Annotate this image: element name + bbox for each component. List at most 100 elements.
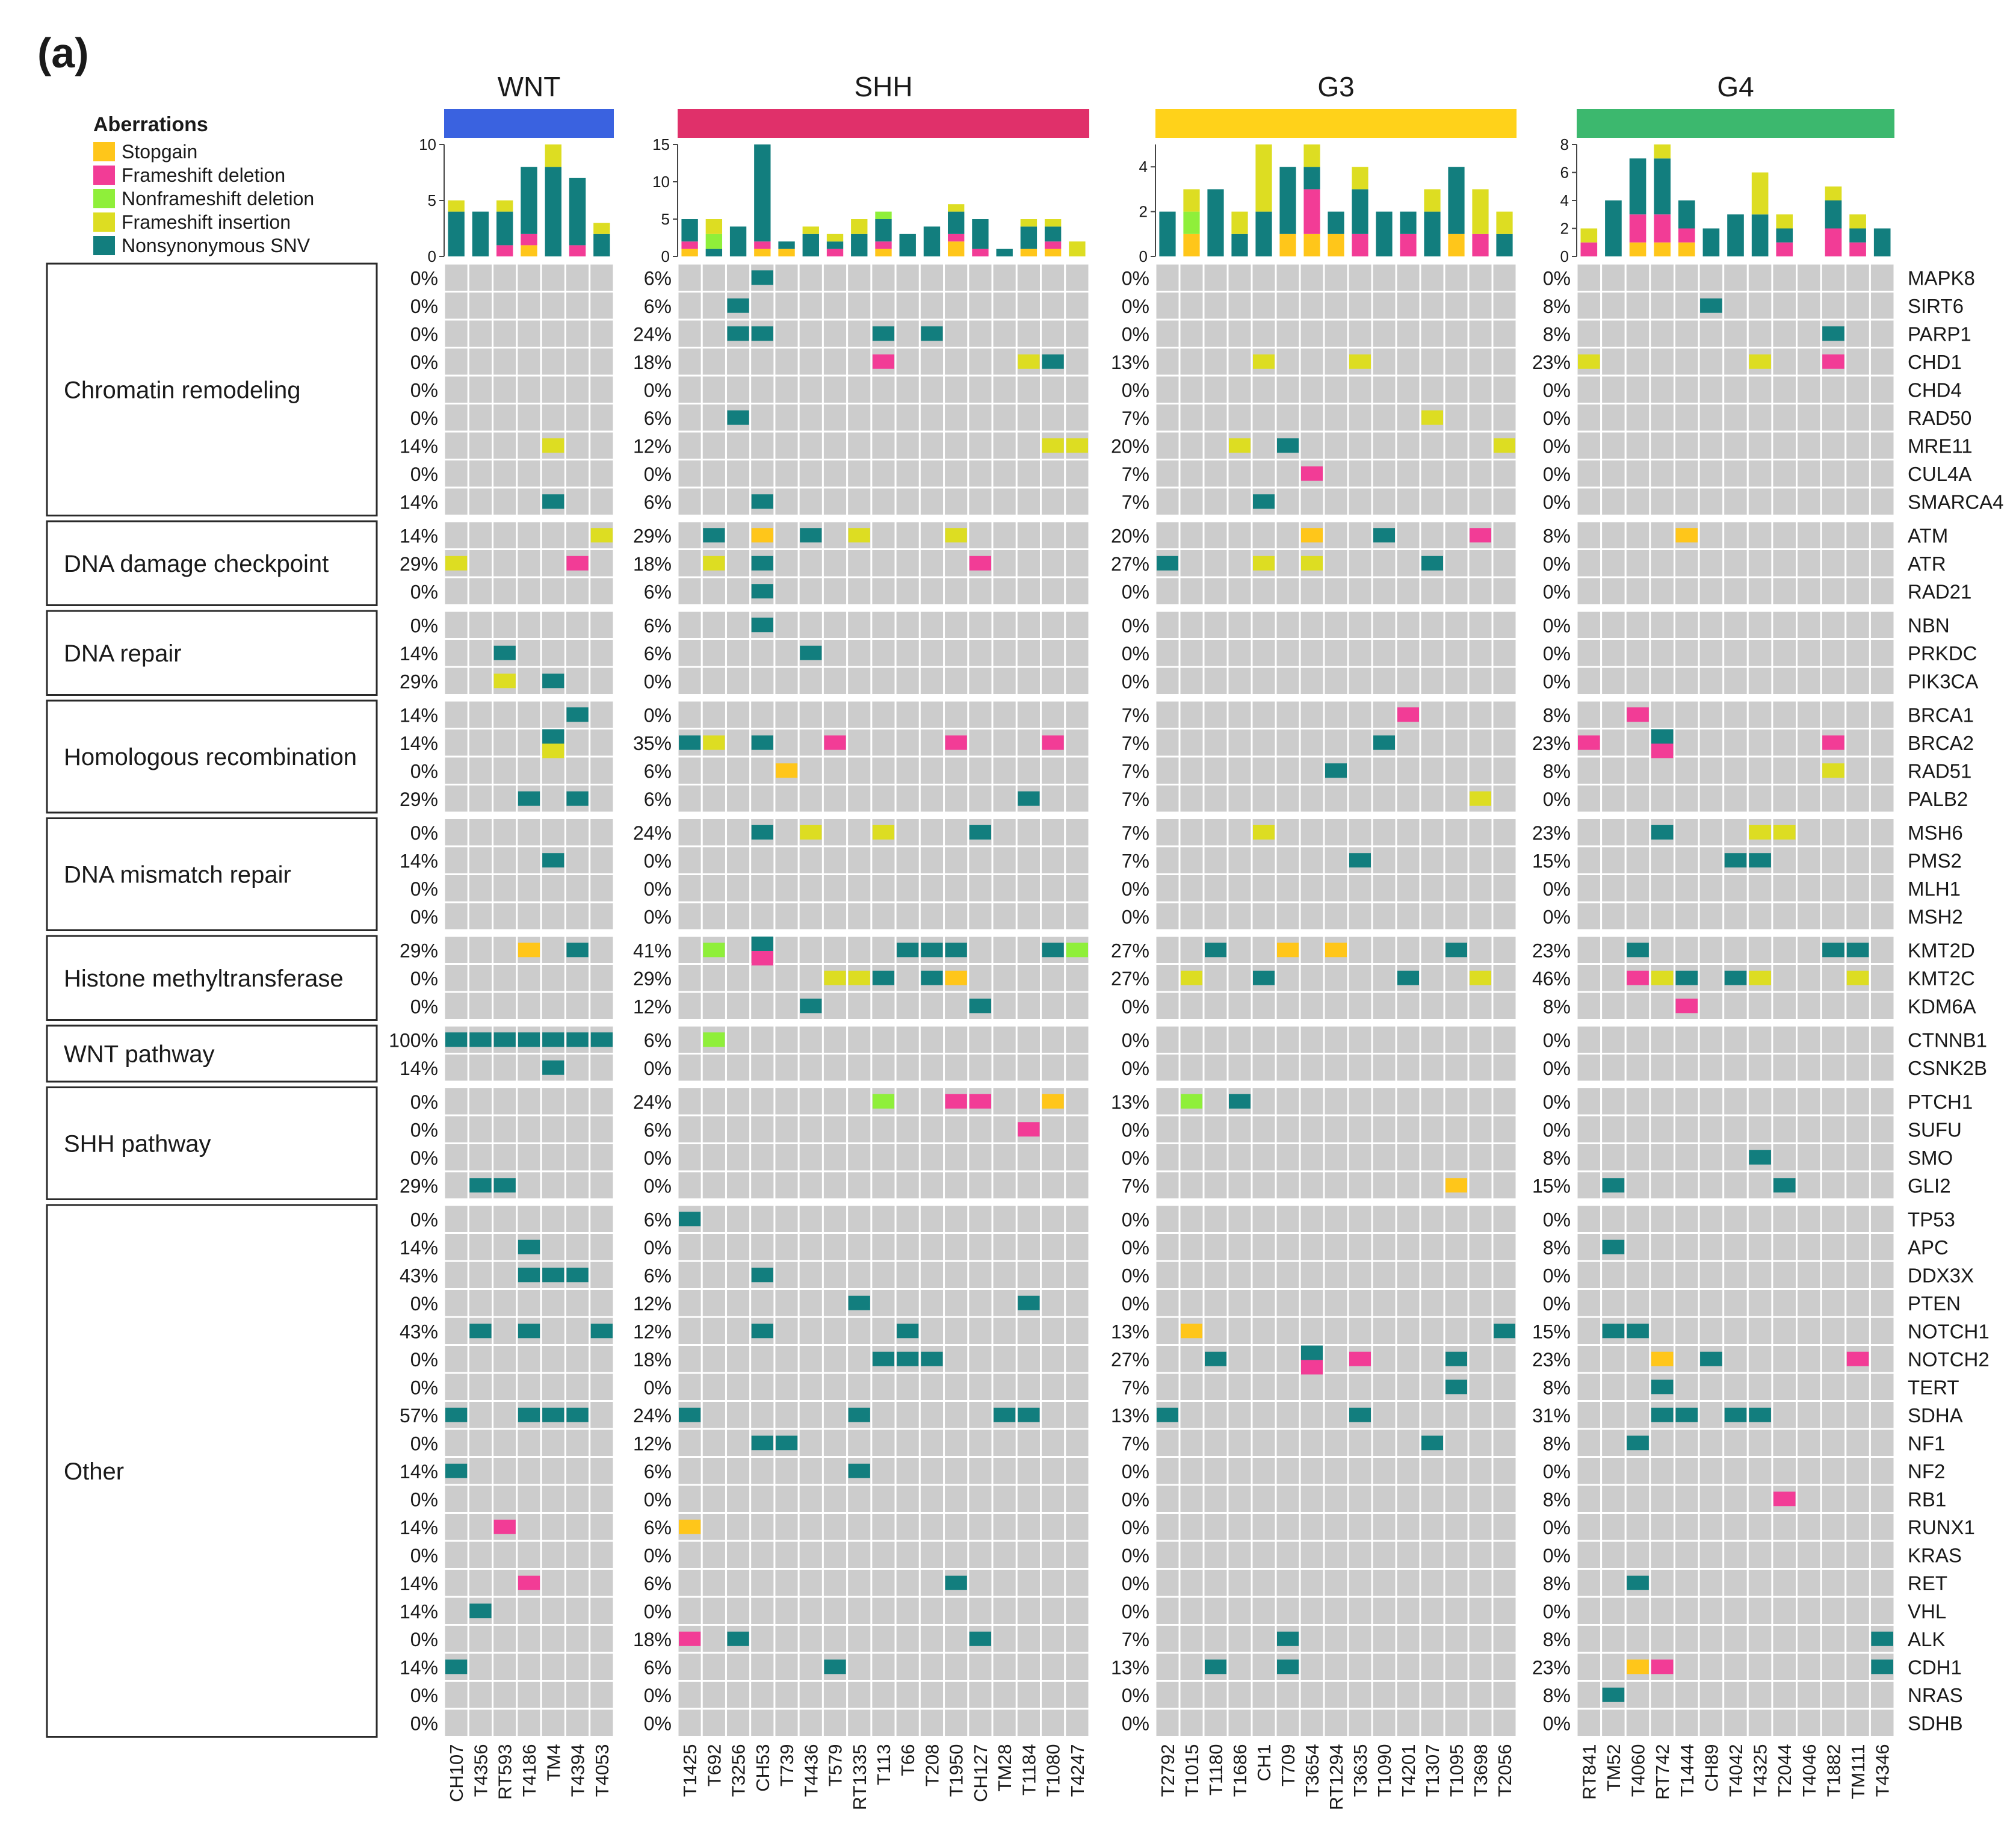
heatmap-cell xyxy=(1419,1086,1446,1117)
sample-label-t4042: T4042 xyxy=(1725,1744,1746,1797)
heatmap-cell xyxy=(1323,784,1349,814)
sample-label-t1095: T1095 xyxy=(1446,1744,1467,1797)
heatmap-cell xyxy=(1251,1024,1277,1055)
heatmap-cell xyxy=(1649,1624,1675,1654)
heatmap-cell xyxy=(967,1596,994,1626)
heatmap-cell xyxy=(797,1288,824,1318)
heatmap-cell xyxy=(1443,1652,1470,1682)
heatmap-cell xyxy=(894,1024,921,1055)
heatmap-cell xyxy=(1178,1204,1205,1234)
heatmap-cell xyxy=(540,576,566,606)
heatmap-cell xyxy=(1869,1540,1896,1570)
heatmap-cell xyxy=(1698,548,1725,578)
heatmap-cell xyxy=(1649,1024,1675,1055)
mutation-runx1-rt593 xyxy=(493,1519,516,1534)
heatmap-cell xyxy=(1673,1053,1700,1083)
mutation-notch2-t1180 xyxy=(1205,1351,1226,1366)
heatmap-cell xyxy=(1600,817,1627,847)
heatmap-cell xyxy=(1040,1708,1066,1738)
heatmap-cell xyxy=(1771,1680,1798,1710)
heatmap-cell xyxy=(1178,1512,1205,1542)
heatmap-cell xyxy=(700,1316,727,1346)
percent-label: 0% xyxy=(410,1119,438,1141)
heatmap-cell xyxy=(1251,901,1277,931)
heatmap-cell xyxy=(1443,1053,1470,1083)
heatmap-cell xyxy=(797,1053,824,1083)
heatmap-cell xyxy=(1299,1652,1325,1682)
heatmap-cell xyxy=(943,430,969,460)
bar-segment-t4346-nonsynonymous-snv xyxy=(1873,228,1891,256)
heatmap-cell xyxy=(700,291,727,321)
heatmap-cell xyxy=(1064,1142,1090,1173)
percent-label: 0% xyxy=(410,1377,438,1398)
heatmap-cell xyxy=(967,403,994,433)
heatmap-cell xyxy=(1064,291,1090,321)
mutation-atm-ch53 xyxy=(751,528,773,543)
heatmap-cell xyxy=(1649,1484,1675,1514)
heatmap-cell xyxy=(443,486,469,516)
heatmap-cell xyxy=(1600,638,1627,668)
heatmap-cell xyxy=(773,901,800,931)
heatmap-cell xyxy=(1443,262,1470,293)
heatmap-cell xyxy=(1226,1512,1253,1542)
heatmap-cell xyxy=(1600,459,1627,489)
heatmap-cell xyxy=(1820,1170,1847,1200)
heatmap-cell xyxy=(1698,610,1725,640)
heatmap-cell xyxy=(492,291,518,321)
heatmap-cell xyxy=(1202,1053,1229,1083)
mutation-ctnnb1-t4394 xyxy=(566,1032,589,1047)
heatmap-cell xyxy=(1698,1142,1725,1173)
heatmap-cell xyxy=(725,1260,752,1290)
bar-segment-t1444-frameshift-deletion xyxy=(1678,228,1695,243)
heatmap-cell xyxy=(943,845,969,875)
heatmap-cell xyxy=(943,374,969,404)
heatmap-cell xyxy=(846,991,873,1021)
heatmap-cell xyxy=(540,1316,566,1346)
gene-label-rb1: RB1 xyxy=(1908,1488,1946,1510)
heatmap-cell xyxy=(1820,1624,1847,1654)
heatmap-cell xyxy=(516,991,542,1021)
percent-label: 13% xyxy=(1111,352,1149,373)
heatmap-cell xyxy=(870,728,897,758)
percent-label: 0% xyxy=(1543,671,1571,692)
heatmap-cell xyxy=(1395,1053,1421,1083)
heatmap-cell xyxy=(991,638,1018,668)
gene-label-notch1: NOTCH1 xyxy=(1908,1320,1990,1342)
heatmap-cell xyxy=(1844,1708,1871,1738)
heatmap-cell xyxy=(1820,262,1847,293)
heatmap-cell xyxy=(1419,1652,1446,1682)
heatmap-cell xyxy=(700,1624,727,1654)
heatmap-cell xyxy=(1698,638,1725,668)
heatmap-cell xyxy=(1275,374,1301,404)
percent-label: 0% xyxy=(410,1712,438,1734)
sample-label-rt593: RT593 xyxy=(495,1744,516,1800)
heatmap-cell xyxy=(1015,318,1042,349)
heatmap-cell xyxy=(1722,403,1749,433)
heatmap-cell xyxy=(1467,347,1494,377)
heatmap-cell xyxy=(797,1512,824,1542)
heatmap-cell xyxy=(943,1024,969,1055)
heatmap-cell xyxy=(1323,1232,1349,1262)
heatmap-cell xyxy=(773,1708,800,1738)
percent-label: 0% xyxy=(1543,267,1571,289)
heatmap-cell xyxy=(1796,728,1822,758)
heatmap-cell xyxy=(676,1344,703,1374)
heatmap-cell xyxy=(1419,1170,1446,1200)
heatmap-cell xyxy=(1467,1540,1494,1570)
heatmap-cell xyxy=(1178,1114,1205,1144)
heatmap-cell xyxy=(589,1708,615,1738)
mutation-kdm6a-t4436 xyxy=(800,999,822,1014)
heatmap-cell xyxy=(1467,1053,1494,1083)
percent-label: 13% xyxy=(1111,1656,1149,1678)
heatmap-cell xyxy=(991,1428,1018,1458)
heatmap-cell xyxy=(918,403,945,433)
heatmap-cell xyxy=(1796,1596,1822,1626)
heatmap-cell xyxy=(1820,963,1847,993)
percent-label: 18% xyxy=(633,1349,672,1371)
gene-label-chd1: CHD1 xyxy=(1908,351,1962,373)
heatmap-cell xyxy=(1202,548,1229,578)
heatmap-cell xyxy=(797,1086,824,1117)
heatmap-cell xyxy=(467,1428,494,1458)
heatmap-cell xyxy=(1323,548,1349,578)
heatmap-cell xyxy=(870,1624,897,1654)
